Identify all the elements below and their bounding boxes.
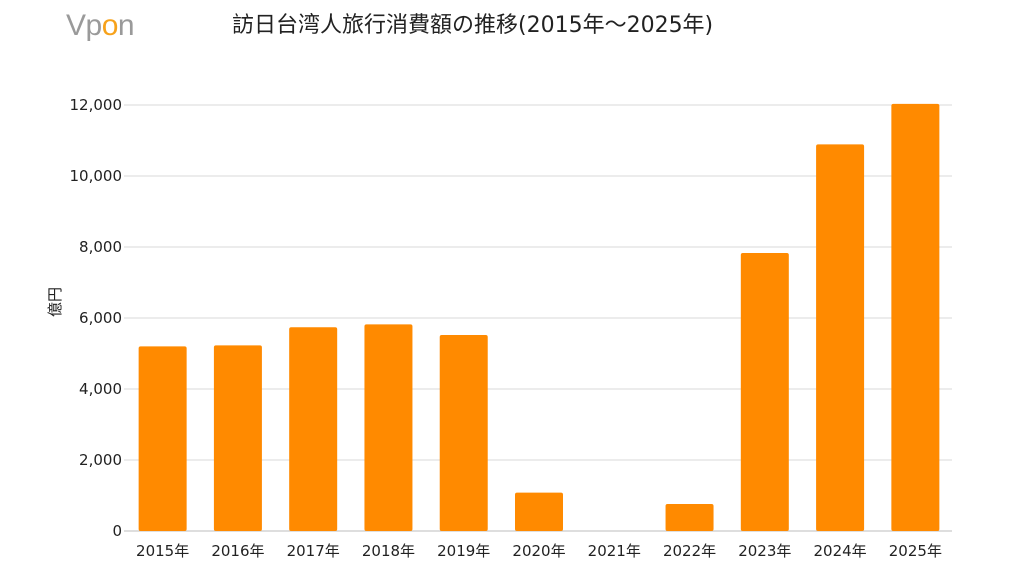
bar [213,345,262,531]
x-tick-label: 2018年 [362,542,415,560]
logo-part-o: o [101,9,119,42]
bar [891,103,940,531]
x-tick-label: 2017年 [287,542,340,560]
y-tick-label: 4,000 [79,380,122,398]
x-tick-label: 2016年 [211,542,264,560]
y-tick-label: 2,000 [79,451,122,469]
x-tick-label: 2023年 [738,542,791,560]
chart-title: 訪日台湾人旅行消費額の推移(2015年～2025年) [232,13,714,38]
y-tick-label: 0 [112,522,122,540]
bar [740,253,789,531]
y-tick-label: 6,000 [79,309,122,327]
y-tick-label: 12,000 [70,96,123,114]
bars [138,103,940,531]
x-tick-label: 2020年 [512,542,565,560]
bar [138,346,187,531]
x-tick-label: 2024年 [813,542,866,560]
bar [816,144,865,531]
y-axis-label: 億円 [46,287,64,317]
logo-part-v: Vp [66,9,102,42]
bar [665,504,714,531]
x-tick-label: 2015年 [136,542,189,560]
bar [289,327,338,531]
bar [515,492,563,531]
x-tick-label: 2019年 [437,542,490,560]
vpon-logo: Vpon [66,8,135,44]
x-tick-label: 2022年 [663,542,716,560]
x-tick-label: 2025年 [889,542,942,560]
x-tick-label: 2021年 [588,542,641,560]
x-axis-ticks: 2015年 2016年 2017年 2018年 2019年 2020年 2021年 2022年… [136,542,942,560]
y-axis-ticks: 0 2,000 4,000 6,000 8,000 10,000 12,000 [70,96,123,540]
y-tick-label: 8,000 [79,238,122,256]
y-tick-label: 10,000 [70,167,123,185]
bar [439,335,488,531]
logo-part-n: n [117,9,135,42]
bar [364,324,413,531]
